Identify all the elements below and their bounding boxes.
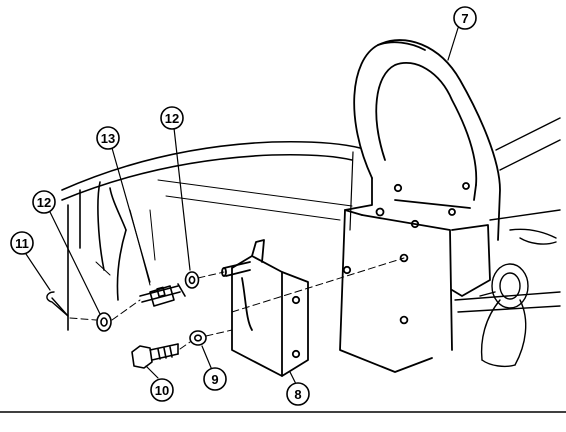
callout-10: 10: [150, 378, 174, 402]
svg-text:13: 13: [101, 131, 115, 146]
callout-13: 13: [96, 126, 120, 150]
grab-handle-bracket: [339, 39, 501, 373]
svg-text:8: 8: [294, 387, 301, 402]
svg-text:12: 12: [37, 195, 51, 210]
washer-9: [189, 330, 207, 346]
spacer-clip: [149, 285, 175, 307]
mounting-bracket: [221, 239, 309, 377]
washer-12-right: [184, 271, 200, 289]
alignment-lines: [69, 257, 405, 350]
svg-text:12: 12: [165, 111, 179, 126]
leader-lines: [25, 27, 459, 385]
clevis-pin: [139, 283, 186, 303]
bolt: [131, 343, 179, 369]
callout-7: 7: [453, 6, 477, 30]
svg-text:10: 10: [155, 383, 169, 398]
callout-9: 9: [203, 367, 227, 391]
harness-connector: [479, 263, 529, 368]
frame-rails: [454, 117, 561, 313]
callout-12-top: 12: [160, 106, 184, 130]
svg-text:11: 11: [15, 236, 29, 251]
cotter-pin: [46, 291, 69, 317]
washer-12-left: [96, 312, 112, 332]
svg-text:7: 7: [461, 11, 468, 26]
body-panel: [61, 140, 361, 331]
callout-11: 11: [10, 231, 34, 255]
callout-12-left: 12: [32, 190, 56, 214]
callout-8: 8: [286, 382, 310, 406]
svg-text:9: 9: [211, 372, 218, 387]
